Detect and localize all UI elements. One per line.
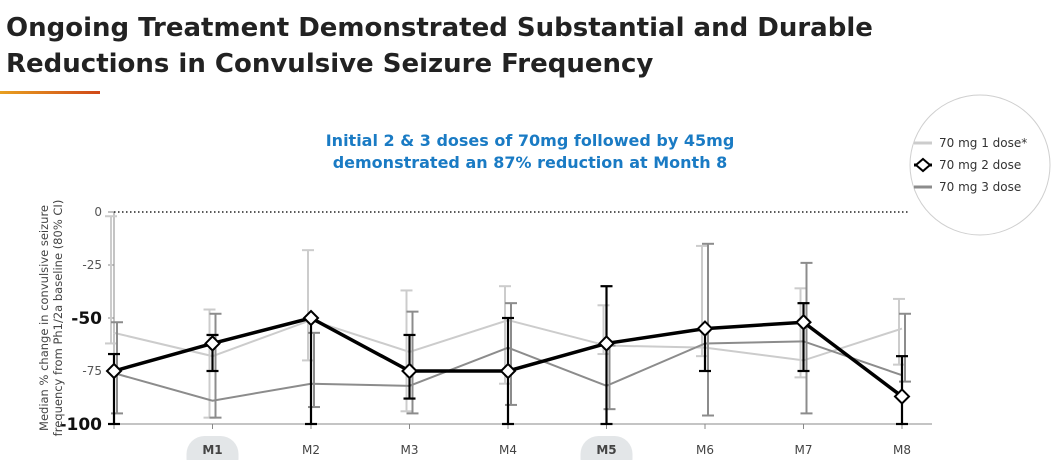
legend-label: 70 mg 1 dose*: [939, 136, 1027, 150]
chart-title: Initial 2 & 3 doses of 70mg followed by …: [250, 130, 810, 174]
data-point-marker: [598, 335, 615, 352]
data-point-marker: [795, 313, 812, 331]
legend-label: 70 mg 3 dose: [939, 180, 1021, 194]
x-tick-label: M6: [696, 443, 714, 457]
page-title: Ongoing Treatment Demonstrated Substanti…: [6, 10, 873, 82]
legend-label: 70 mg 2 dose: [939, 158, 1021, 172]
y-tick-label: -75: [82, 364, 102, 378]
category-highlight: [580, 436, 633, 460]
legend-diamond-icon: [914, 157, 932, 173]
category-highlight: [186, 436, 239, 460]
title-accent-rule: [0, 91, 100, 94]
x-tick-label: M2: [302, 443, 320, 457]
data-point-marker: [302, 309, 320, 327]
chart-title-line-1: Initial 2 & 3 doses of 70mg followed by …: [325, 131, 735, 150]
y-tick-label: -50: [71, 309, 102, 329]
x-tick-label: M1: [202, 443, 222, 457]
data-point-marker: [401, 362, 418, 380]
y-tick-label: -100: [59, 415, 102, 435]
x-tick-label: M5: [596, 443, 616, 457]
legend-frame: [909, 94, 1051, 236]
x-tick-label: M8: [893, 443, 911, 457]
title-line-2: Reductions in Convulsive Seizure Frequen…: [6, 49, 654, 79]
y-tick-label: 0: [94, 205, 102, 219]
y-tick-label: -25: [82, 258, 102, 272]
x-tick-label: M4: [499, 443, 517, 457]
title-line-1: Ongoing Treatment Demonstrated Substanti…: [6, 13, 873, 43]
y-axis-label: Median % change in convulsive seizurefre…: [37, 200, 65, 437]
y-axis-label-line: Median % change in convulsive seizure: [37, 205, 51, 431]
data-point-marker: [499, 362, 517, 380]
data-point-marker: [893, 388, 911, 405]
data-point-marker: [696, 320, 714, 338]
chart-title-line-2: demonstrated an 87% reduction at Month 8: [332, 153, 728, 172]
y-axis-label-line: frequency from Ph1/2a baseline (80% CI): [51, 200, 65, 437]
x-tick-label: M3: [401, 443, 419, 457]
x-tick-label: M7: [795, 443, 813, 457]
data-point-marker: [105, 362, 123, 380]
data-point-marker: [204, 335, 221, 352]
